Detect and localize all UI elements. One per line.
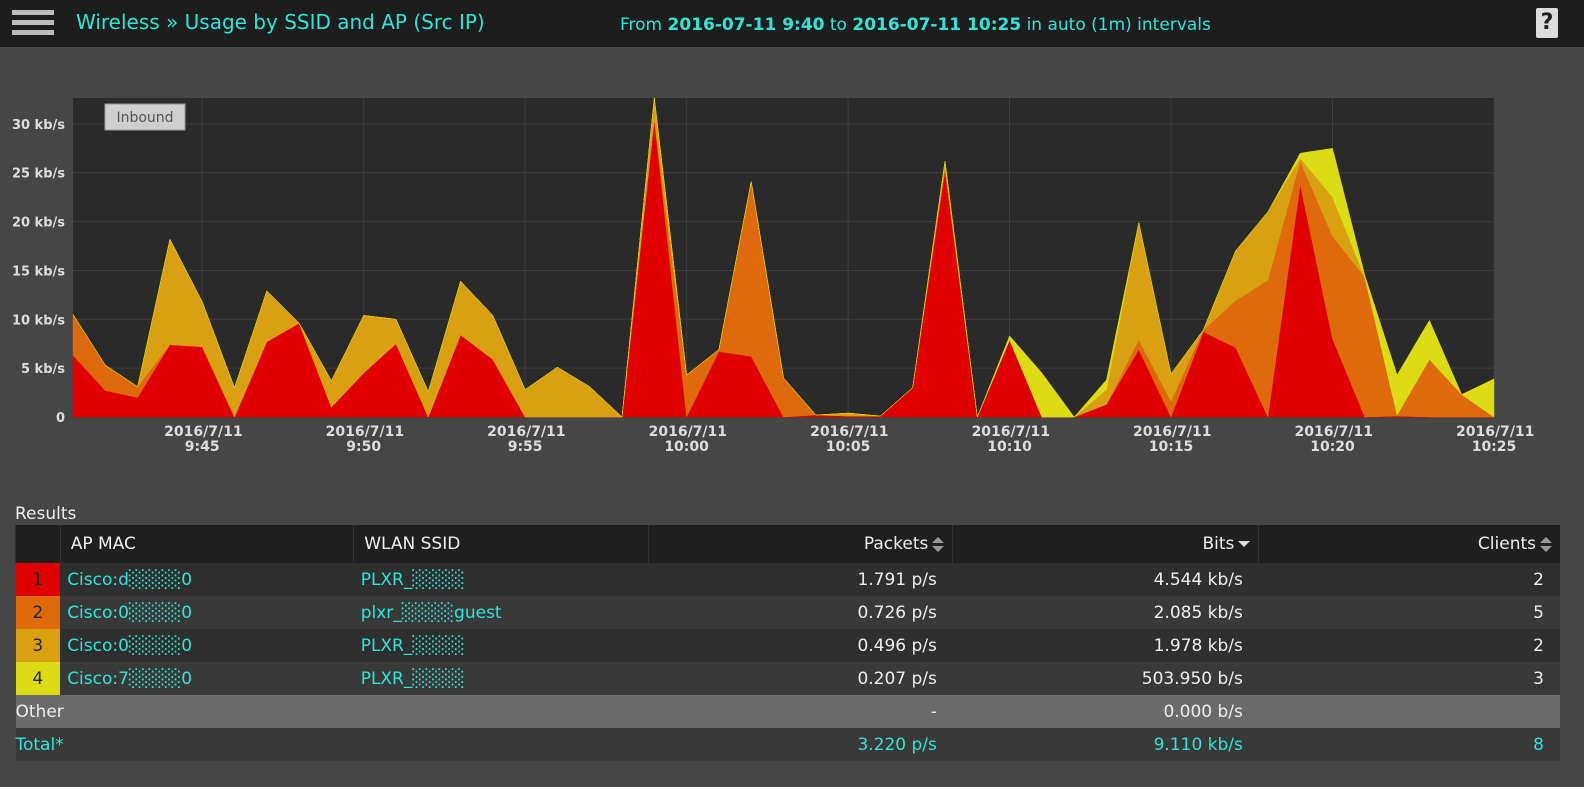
toggle-button-label: Inbound xyxy=(116,110,173,126)
clients: 2 xyxy=(1258,563,1560,596)
column-header[interactable]: AP MAC xyxy=(59,525,354,563)
y-tick-label: 25 kb/s xyxy=(12,167,65,182)
wlan-ssid[interactable]: plxr_░░░░guest xyxy=(353,596,649,629)
result-row: 2 Cisco:0░░░░0 plxr_░░░░guest 0.726 p/s 2.08… xyxy=(15,596,1560,629)
rank-cell: 2 xyxy=(15,596,61,629)
interval: in auto (1m) intervals xyxy=(1026,15,1211,35)
packets: 3.220 p/s xyxy=(648,728,953,761)
total-row: Total* 3.220 p/s 9.110 kb/s 8 xyxy=(15,728,1560,761)
wlan-ssid[interactable]: PLXR_░░░░ xyxy=(353,629,649,662)
chart: 0 5 kb/s 10 kb/s 15 kb/s 20 kb/s 25 kb/s 30 kb… xyxy=(12,97,1495,426)
results-label: Results xyxy=(15,504,77,524)
rank-cell: 1 xyxy=(15,563,61,596)
header-cell xyxy=(15,525,61,563)
time-range: From 2016-07-11 9:40 to 2016-07-11 10:25… xyxy=(620,15,1211,35)
clients: 2 xyxy=(1258,629,1560,662)
ap-mac[interactable]: Cisco:0░░░░0 xyxy=(60,629,354,662)
other-row: Other -0.000 b/s xyxy=(15,695,1560,728)
x-tick-label: 2016/7/11 10:05 xyxy=(810,424,889,455)
rank-cell: 4 xyxy=(15,662,61,695)
result-row: 3 Cisco:0░░░░0 PLXR_░░░░ 0.496 p/s 1.978 kb/… xyxy=(15,629,1560,662)
results-table: AP MAC WLAN SSID Packets Bits Clients 1 Cisco:… xyxy=(15,525,1560,761)
to-time[interactable]: 2016-07-11 10:25 xyxy=(852,15,1022,35)
packets: 0.496 p/s xyxy=(648,629,953,662)
x-tick-label: 2016/7/11 10:20 xyxy=(1294,424,1373,455)
y-tick-label: 15 kb/s xyxy=(12,264,65,279)
x-tick-label: 2016/7/11 10:15 xyxy=(1133,424,1212,455)
other-label: Other xyxy=(15,695,649,728)
y-tick-label: 0 xyxy=(56,411,65,426)
wlan-ssid[interactable]: PLXR_░░░░ xyxy=(353,563,649,596)
to-label: to xyxy=(829,15,847,35)
from-label: From xyxy=(620,15,663,35)
ap-mac[interactable]: Cisco:0░░░░0 xyxy=(60,596,354,629)
bits: 1.978 kb/s xyxy=(952,629,1259,662)
top-bar: Wireless » Usage by SSID and AP (Src IP)… xyxy=(0,0,1584,47)
toggle-button[interactable]: Inbound xyxy=(104,103,186,131)
bits: 503.950 b/s xyxy=(952,662,1259,695)
y-tick-label: 5 kb/s xyxy=(21,362,65,377)
column-header[interactable]: Clients xyxy=(1258,525,1560,563)
ap-mac[interactable]: Cisco:d░░░░0 xyxy=(60,563,354,596)
x-tick-label: 2016/7/11 9:50 xyxy=(325,424,405,455)
x-tick-label: 2016/7/11 10:10 xyxy=(971,424,1050,455)
packets: 1.791 p/s xyxy=(648,563,953,596)
wlan-ssid[interactable]: PLXR_░░░░ xyxy=(353,662,649,695)
packets: 0.207 p/s xyxy=(648,662,953,695)
x-tick-label: 2016/7/11 9:55 xyxy=(487,424,566,455)
x-tick-label: 2016/7/11 9:45 xyxy=(164,424,243,455)
clients: 8 xyxy=(1258,728,1560,761)
result-row: 4 Cisco:7░░░░0 PLXR_░░░░ 0.207 p/s 503.950 b… xyxy=(15,662,1560,695)
column-header[interactable]: WLAN SSID xyxy=(353,525,649,563)
header-row: AP MAC WLAN SSID Packets Bits Clients xyxy=(15,525,1560,563)
toggle-button-bg xyxy=(104,103,186,131)
column-header[interactable]: Bits xyxy=(952,525,1259,563)
menu-button[interactable] xyxy=(12,10,54,40)
bits: 0.000 b/s xyxy=(952,695,1259,728)
column-header[interactable]: Packets xyxy=(647,525,953,563)
x-tick-label: 2016/7/11 10:00 xyxy=(648,424,728,455)
packets: 0.726 p/s xyxy=(648,596,953,629)
page-title: Wireless » Usage by SSID and AP (Src IP) xyxy=(76,10,485,34)
clients: 5 xyxy=(1258,596,1560,629)
result-row: 1 Cisco:d░░░░0 PLXR_░░░░ 1.791 p/s 4.544 kb/… xyxy=(15,563,1560,596)
total-label: Total* xyxy=(15,728,649,761)
y-tick-label: 20 kb/s xyxy=(12,216,65,231)
bits: 9.110 kb/s xyxy=(952,728,1259,761)
y-tick-label: 30 kb/s xyxy=(12,118,65,133)
bits: 4.544 kb/s xyxy=(952,563,1259,596)
area-series xyxy=(72,97,1495,418)
bits: 2.085 kb/s xyxy=(952,596,1259,629)
x-tick-label: 2016/7/11 10:25 xyxy=(1456,424,1535,455)
from-time[interactable]: 2016-07-11 9:40 xyxy=(667,15,825,35)
y-tick-label: 10 kb/s xyxy=(12,313,65,328)
help-button[interactable]: ? xyxy=(1536,8,1558,38)
clients: 3 xyxy=(1258,662,1560,695)
ap-mac[interactable]: Cisco:7░░░░0 xyxy=(60,662,354,695)
packets: - xyxy=(648,695,953,728)
rank-cell: 3 xyxy=(15,629,61,662)
clients xyxy=(1258,695,1560,728)
